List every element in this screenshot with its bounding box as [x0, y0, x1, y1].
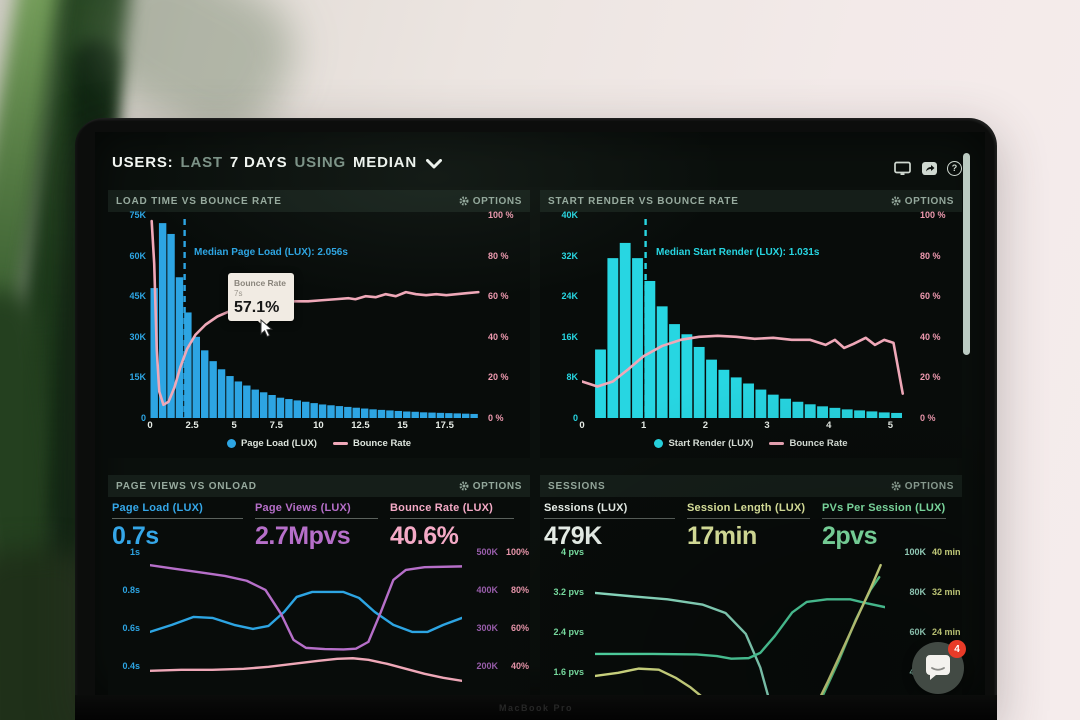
metric-page-views: Page Views (LUX) 2.7Mpvs: [255, 502, 390, 551]
metric-underline: [544, 518, 675, 519]
page-views-line-chart[interactable]: [150, 552, 462, 695]
y-axis-right-minutes: 40 min 32 min 24 min: [932, 547, 961, 637]
help-icon[interactable]: ?: [947, 160, 962, 176]
gear-icon: [459, 196, 469, 206]
metric-underline: [687, 518, 810, 519]
legend-item-bounce-rate[interactable]: Bounce Rate: [769, 438, 848, 449]
panel-start-render-vs-bounce-rate: START RENDER VS BOUNCE RATE OPTIONS 40K 3…: [540, 190, 962, 458]
chart-area: 75K 60K 45K 30K 15K 0 100 % 80 % 60 % 40 % 20 % 0 …: [108, 210, 530, 423]
y-axis-left: 40K 32K 24K 16K 8K 0: [561, 210, 578, 423]
toolbar: ?: [893, 160, 962, 176]
y-axis-right-views: 500K 400K 300K 200K: [476, 547, 498, 671]
laptop-bottom-bezel: MacBook Pro: [75, 695, 997, 720]
options-button[interactable]: OPTIONS: [891, 481, 954, 492]
dashboard-screen: USERS: LAST 7 DAYS USING MEDIAN ? LOAD TIME …: [95, 132, 985, 695]
start-render-histogram[interactable]: [582, 215, 912, 418]
panel-load-time-vs-bounce-rate: LOAD TIME VS BOUNCE RATE OPTIONS 75K 60K 4…: [108, 190, 530, 458]
load-time-histogram[interactable]: [150, 215, 480, 418]
gear-icon: [891, 196, 901, 206]
median-annotation: Median Page Load (LUX): 2.056s: [194, 247, 348, 258]
chevron-down-icon: [425, 158, 442, 168]
chat-launcher-button[interactable]: 4: [912, 640, 966, 694]
metric-underline: [112, 518, 243, 519]
tooltip-value: 57.1%: [234, 299, 280, 316]
panel-title: LOAD TIME VS BOUNCE RATE: [116, 195, 282, 207]
scrollbar-thumb[interactable]: [963, 153, 970, 355]
panel-header: SESSIONS OPTIONS: [540, 475, 962, 497]
display-icon[interactable]: [893, 160, 911, 176]
legend-item-start-render[interactable]: Start Render (LUX): [654, 438, 753, 449]
chart-area: 40K 32K 24K 16K 8K 0 100 % 80 % 60 % 40 % 20 % 0 %…: [540, 210, 962, 423]
metric-underline: [390, 518, 514, 519]
y-axis-left: 75K 60K 45K 30K 15K 0: [129, 210, 146, 423]
hover-tooltip: Bounce Rate 7s 57.1%: [228, 273, 294, 327]
metric-row: Page Load (LUX) 0.7s Page Views (LUX) 2.…: [108, 502, 530, 551]
date-range-dropdown[interactable]: USERS: LAST 7 DAYS USING MEDIAN: [112, 154, 442, 171]
legend-item-page-load[interactable]: Page Load (LUX): [226, 438, 317, 449]
metric-page-load: Page Load (LUX) 0.7s: [112, 502, 255, 551]
metric-underline: [255, 518, 378, 519]
gear-icon: [459, 481, 469, 491]
chart-area: 1s 0.8s 0.6s 0.4s 500K 400K 300K 200K 100% 80% 6…: [108, 547, 530, 695]
legend-dot: [654, 439, 664, 448]
panel-header: PAGE VIEWS VS ONLOAD OPTIONS: [108, 475, 530, 497]
legend: Start Render (LUX) Bounce Rate: [540, 438, 962, 449]
y-axis-right: 100 % 80 % 60 % 40 % 20 % 0 %: [920, 210, 946, 423]
chat-notification-badge: 4: [948, 640, 966, 658]
y-axis-right-percent: 100% 80% 60% 40%: [505, 547, 529, 671]
laptop-brand-text: MacBook Pro: [498, 702, 573, 713]
y-axis-left: 4 pvs 3.2 pvs 2.4 pvs 1.6 pvs: [553, 547, 584, 677]
options-button[interactable]: OPTIONS: [459, 196, 522, 207]
legend-line: [769, 442, 785, 445]
share-icon[interactable]: [920, 160, 938, 176]
gear-icon: [891, 481, 901, 491]
panel-page-views-vs-onload: PAGE VIEWS VS ONLOAD OPTIONS Page Load (…: [108, 475, 530, 695]
y-axis-left: 1s 0.8s 0.6s 0.4s: [122, 547, 140, 671]
panel-header: START RENDER VS BOUNCE RATE OPTIONS: [540, 190, 962, 212]
panel-sessions: SESSIONS OPTIONS Sessions (LUX) 479K Ses…: [540, 475, 962, 695]
chat-bubble-icon: [926, 655, 950, 680]
mouse-cursor: [260, 319, 273, 338]
legend-dot: [226, 439, 236, 448]
metric-underline: [822, 518, 946, 519]
median-annotation: Median Start Render (LUX): 1.031s: [656, 247, 820, 258]
sessions-line-chart[interactable]: [595, 552, 885, 695]
page-title: USERS: LAST 7 DAYS USING MEDIAN: [112, 154, 417, 171]
options-button[interactable]: OPTIONS: [459, 481, 522, 492]
metric-bounce-rate: Bounce Rate (LUX) 40.6%: [390, 502, 526, 551]
panel-title: START RENDER VS BOUNCE RATE: [548, 195, 739, 207]
metric-sessions: Sessions (LUX) 479K: [544, 502, 687, 551]
legend-item-bounce-rate[interactable]: Bounce Rate: [332, 438, 411, 449]
y-axis-right: 100 % 80 % 60 % 40 % 20 % 0 %: [488, 210, 514, 423]
x-axis: 0 2.5 5 7.5 10 12.5 15 17.5: [147, 420, 454, 431]
options-button[interactable]: OPTIONS: [891, 196, 954, 207]
panel-title: PAGE VIEWS VS ONLOAD: [116, 480, 257, 492]
panel-title: SESSIONS: [548, 480, 606, 492]
metric-pvs-per-session: PVs Per Session (LUX) 2pvs: [822, 502, 946, 550]
metric-row: Sessions (LUX) 479K Session Length (LUX)…: [540, 502, 962, 551]
tooltip-subtitle: 7s: [234, 289, 243, 298]
legend: Page Load (LUX) Bounce Rate: [108, 438, 530, 449]
legend-line: [332, 442, 348, 445]
metric-session-length: Session Length (LUX) 17min: [687, 502, 822, 551]
tooltip-title: Bounce Rate: [234, 278, 286, 288]
panel-header: LOAD TIME VS BOUNCE RATE OPTIONS: [108, 190, 530, 212]
